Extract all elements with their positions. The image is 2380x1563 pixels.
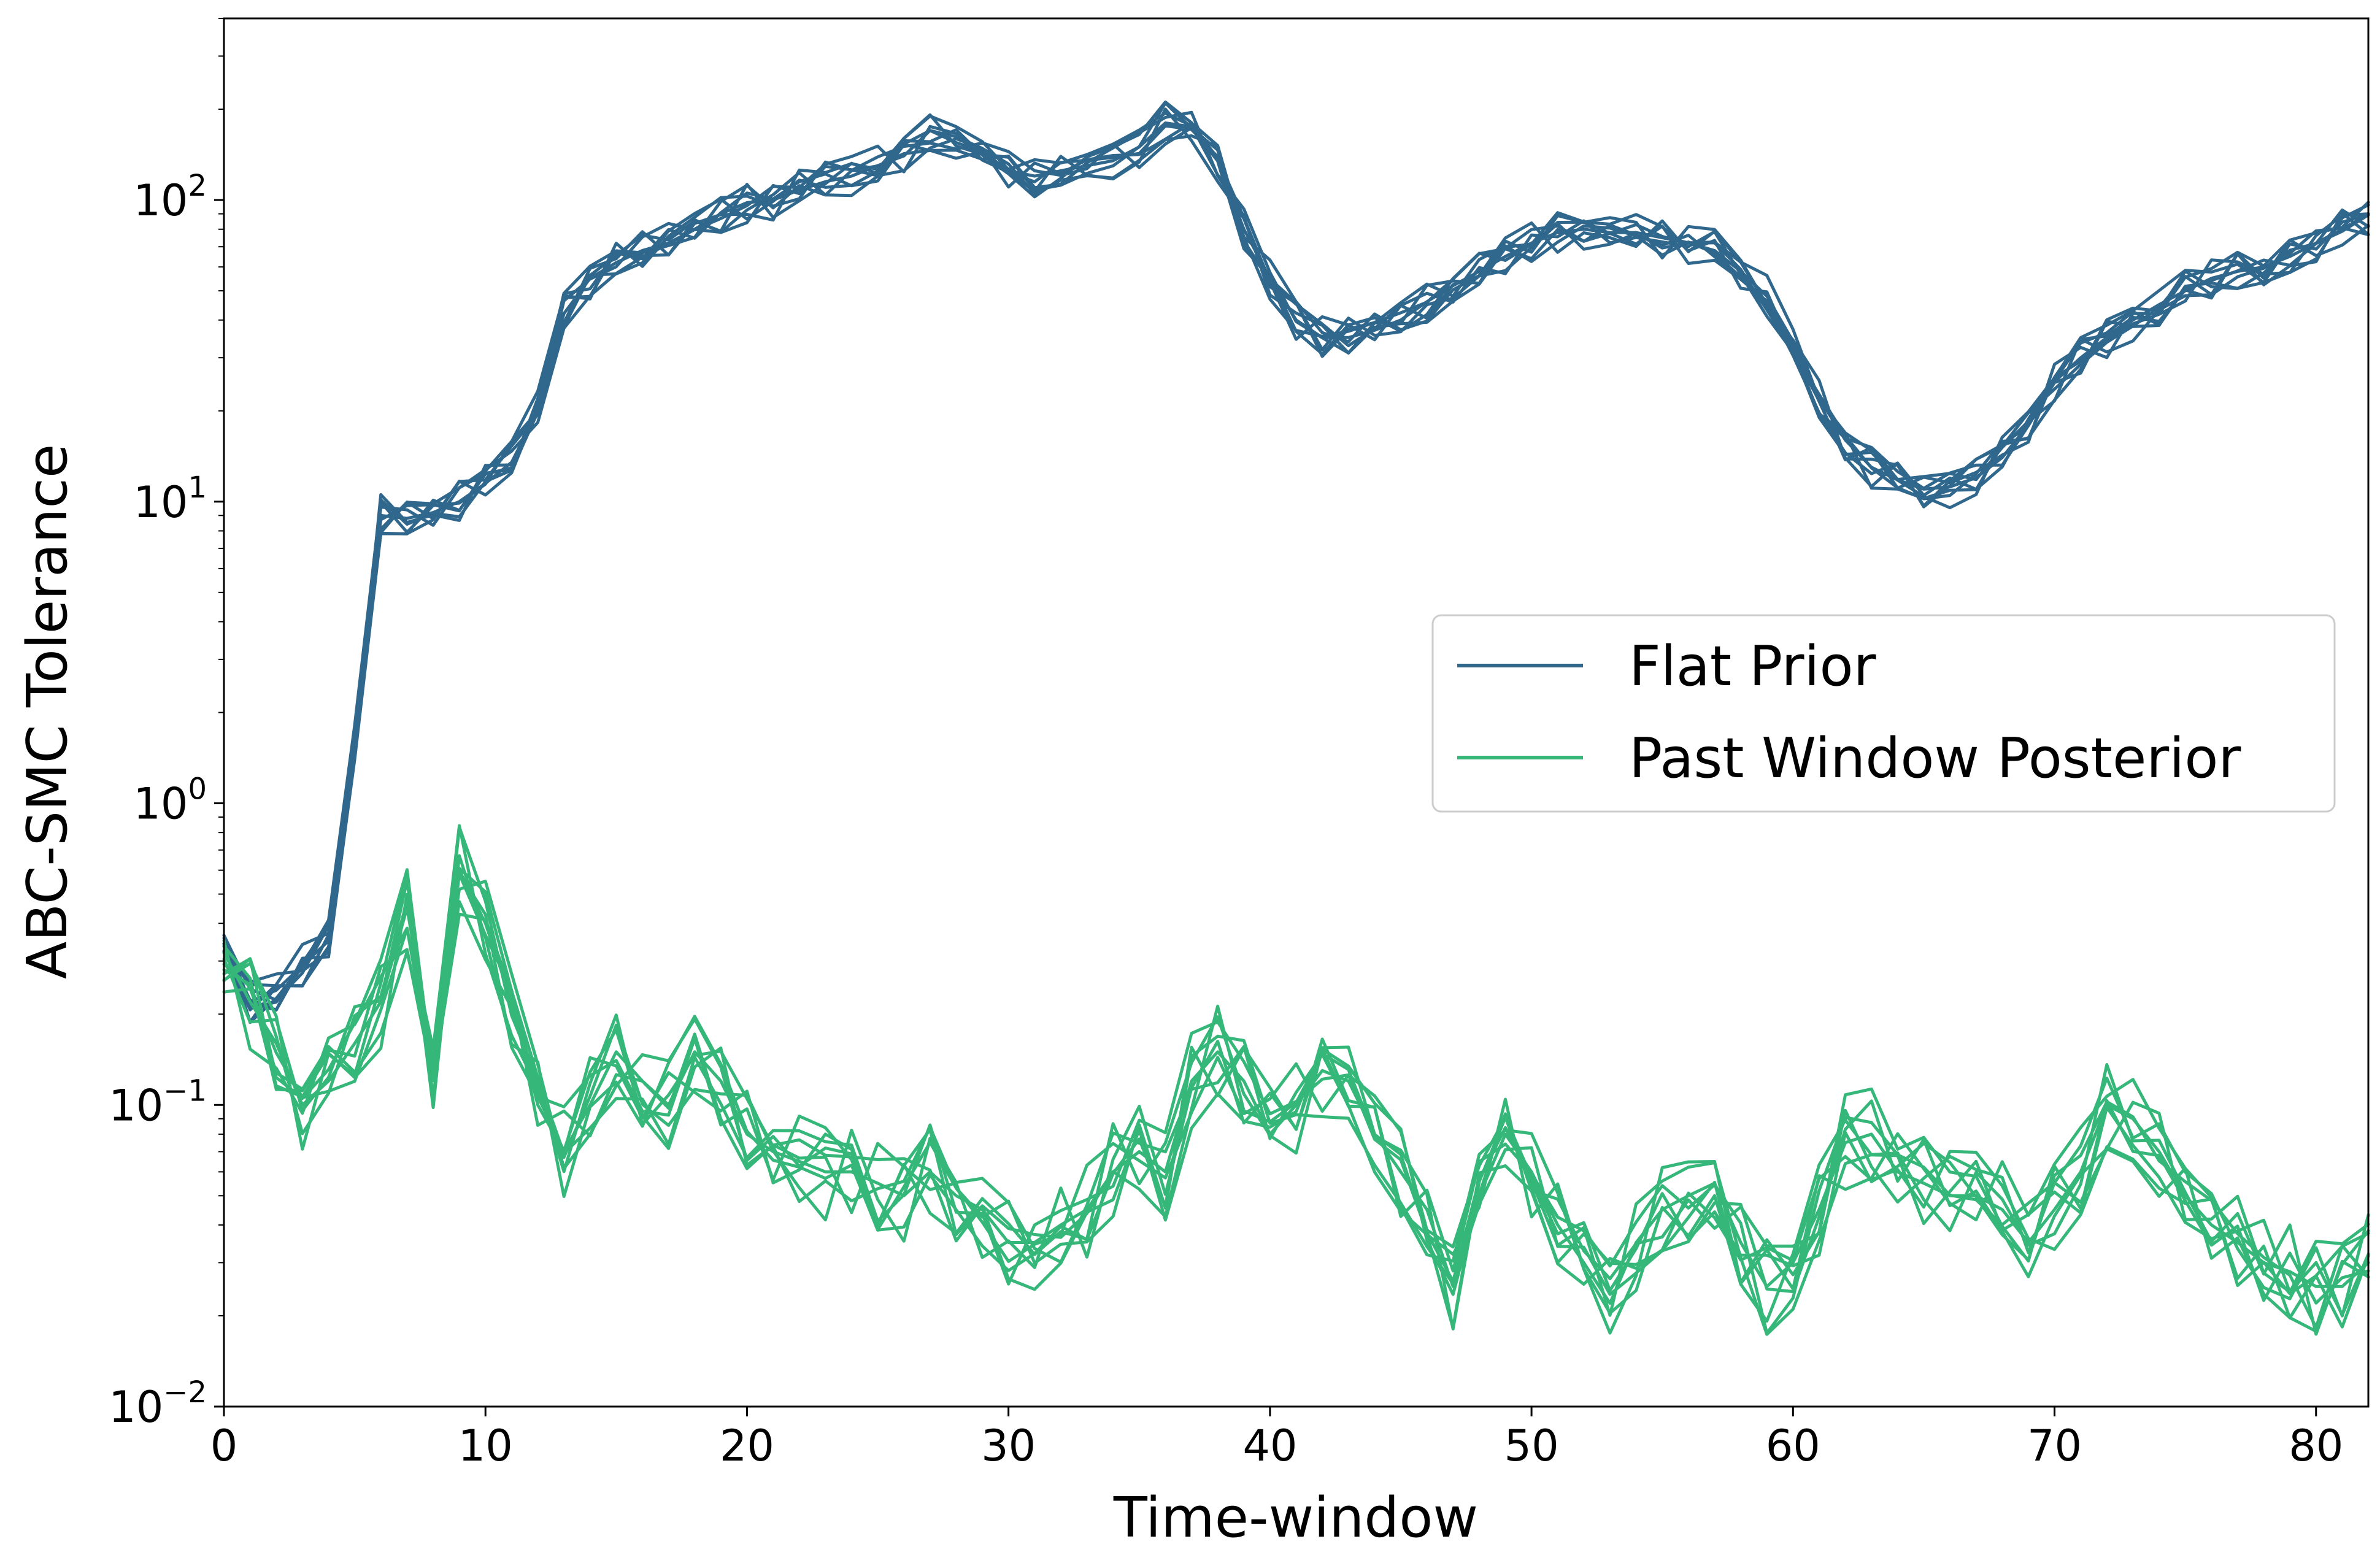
y-axis-label: ABC-SMC Tolerance [15,444,80,979]
x-tick-label: 30 [981,1421,1036,1471]
series-layer [222,100,2370,1336]
series-flat-prior [222,100,2370,1024]
x-tick-label: 60 [1766,1421,1820,1471]
series-line [222,880,2370,1329]
x-tick-label: 40 [1242,1421,1297,1471]
series-line [222,826,2370,1336]
x-tick-label: 50 [1504,1421,1559,1471]
x-axis-label: Time-window [1113,1486,1478,1550]
series-line [222,869,2370,1305]
y-tick-label: 10−1 [109,1073,207,1131]
x-tick-label: 80 [2289,1421,2343,1471]
x-tick-label: 0 [210,1421,238,1471]
series-line [222,868,2370,1330]
y-tick-label: 102 [133,169,207,226]
series-line [222,111,2370,1024]
plot-frame [223,17,2370,1408]
legend-label-past-window-posterior: Past Window Posterior [1629,726,2241,791]
x-tick-label: 70 [2027,1421,2082,1471]
x-tick-label: 10 [458,1421,513,1471]
series-line [222,121,2370,1002]
x-axis: 0 10 20 30 40 50 60 70 80 [210,1407,2343,1471]
y-tick-label: 100 [133,772,207,829]
series-past-window-posterior [222,824,2370,1336]
legend-label-flat-prior: Flat Prior [1629,634,1876,699]
series-line [222,114,2370,984]
legend: Flat Prior Past Window Posterior [1431,614,2336,813]
x-tick-label: 20 [720,1421,774,1471]
y-axis: 10−2 10−1 100 101 102 [109,169,224,1432]
y-tick-label: 10−2 [109,1375,207,1432]
legend-box [1431,614,2336,813]
y-tick-label: 101 [133,470,207,528]
